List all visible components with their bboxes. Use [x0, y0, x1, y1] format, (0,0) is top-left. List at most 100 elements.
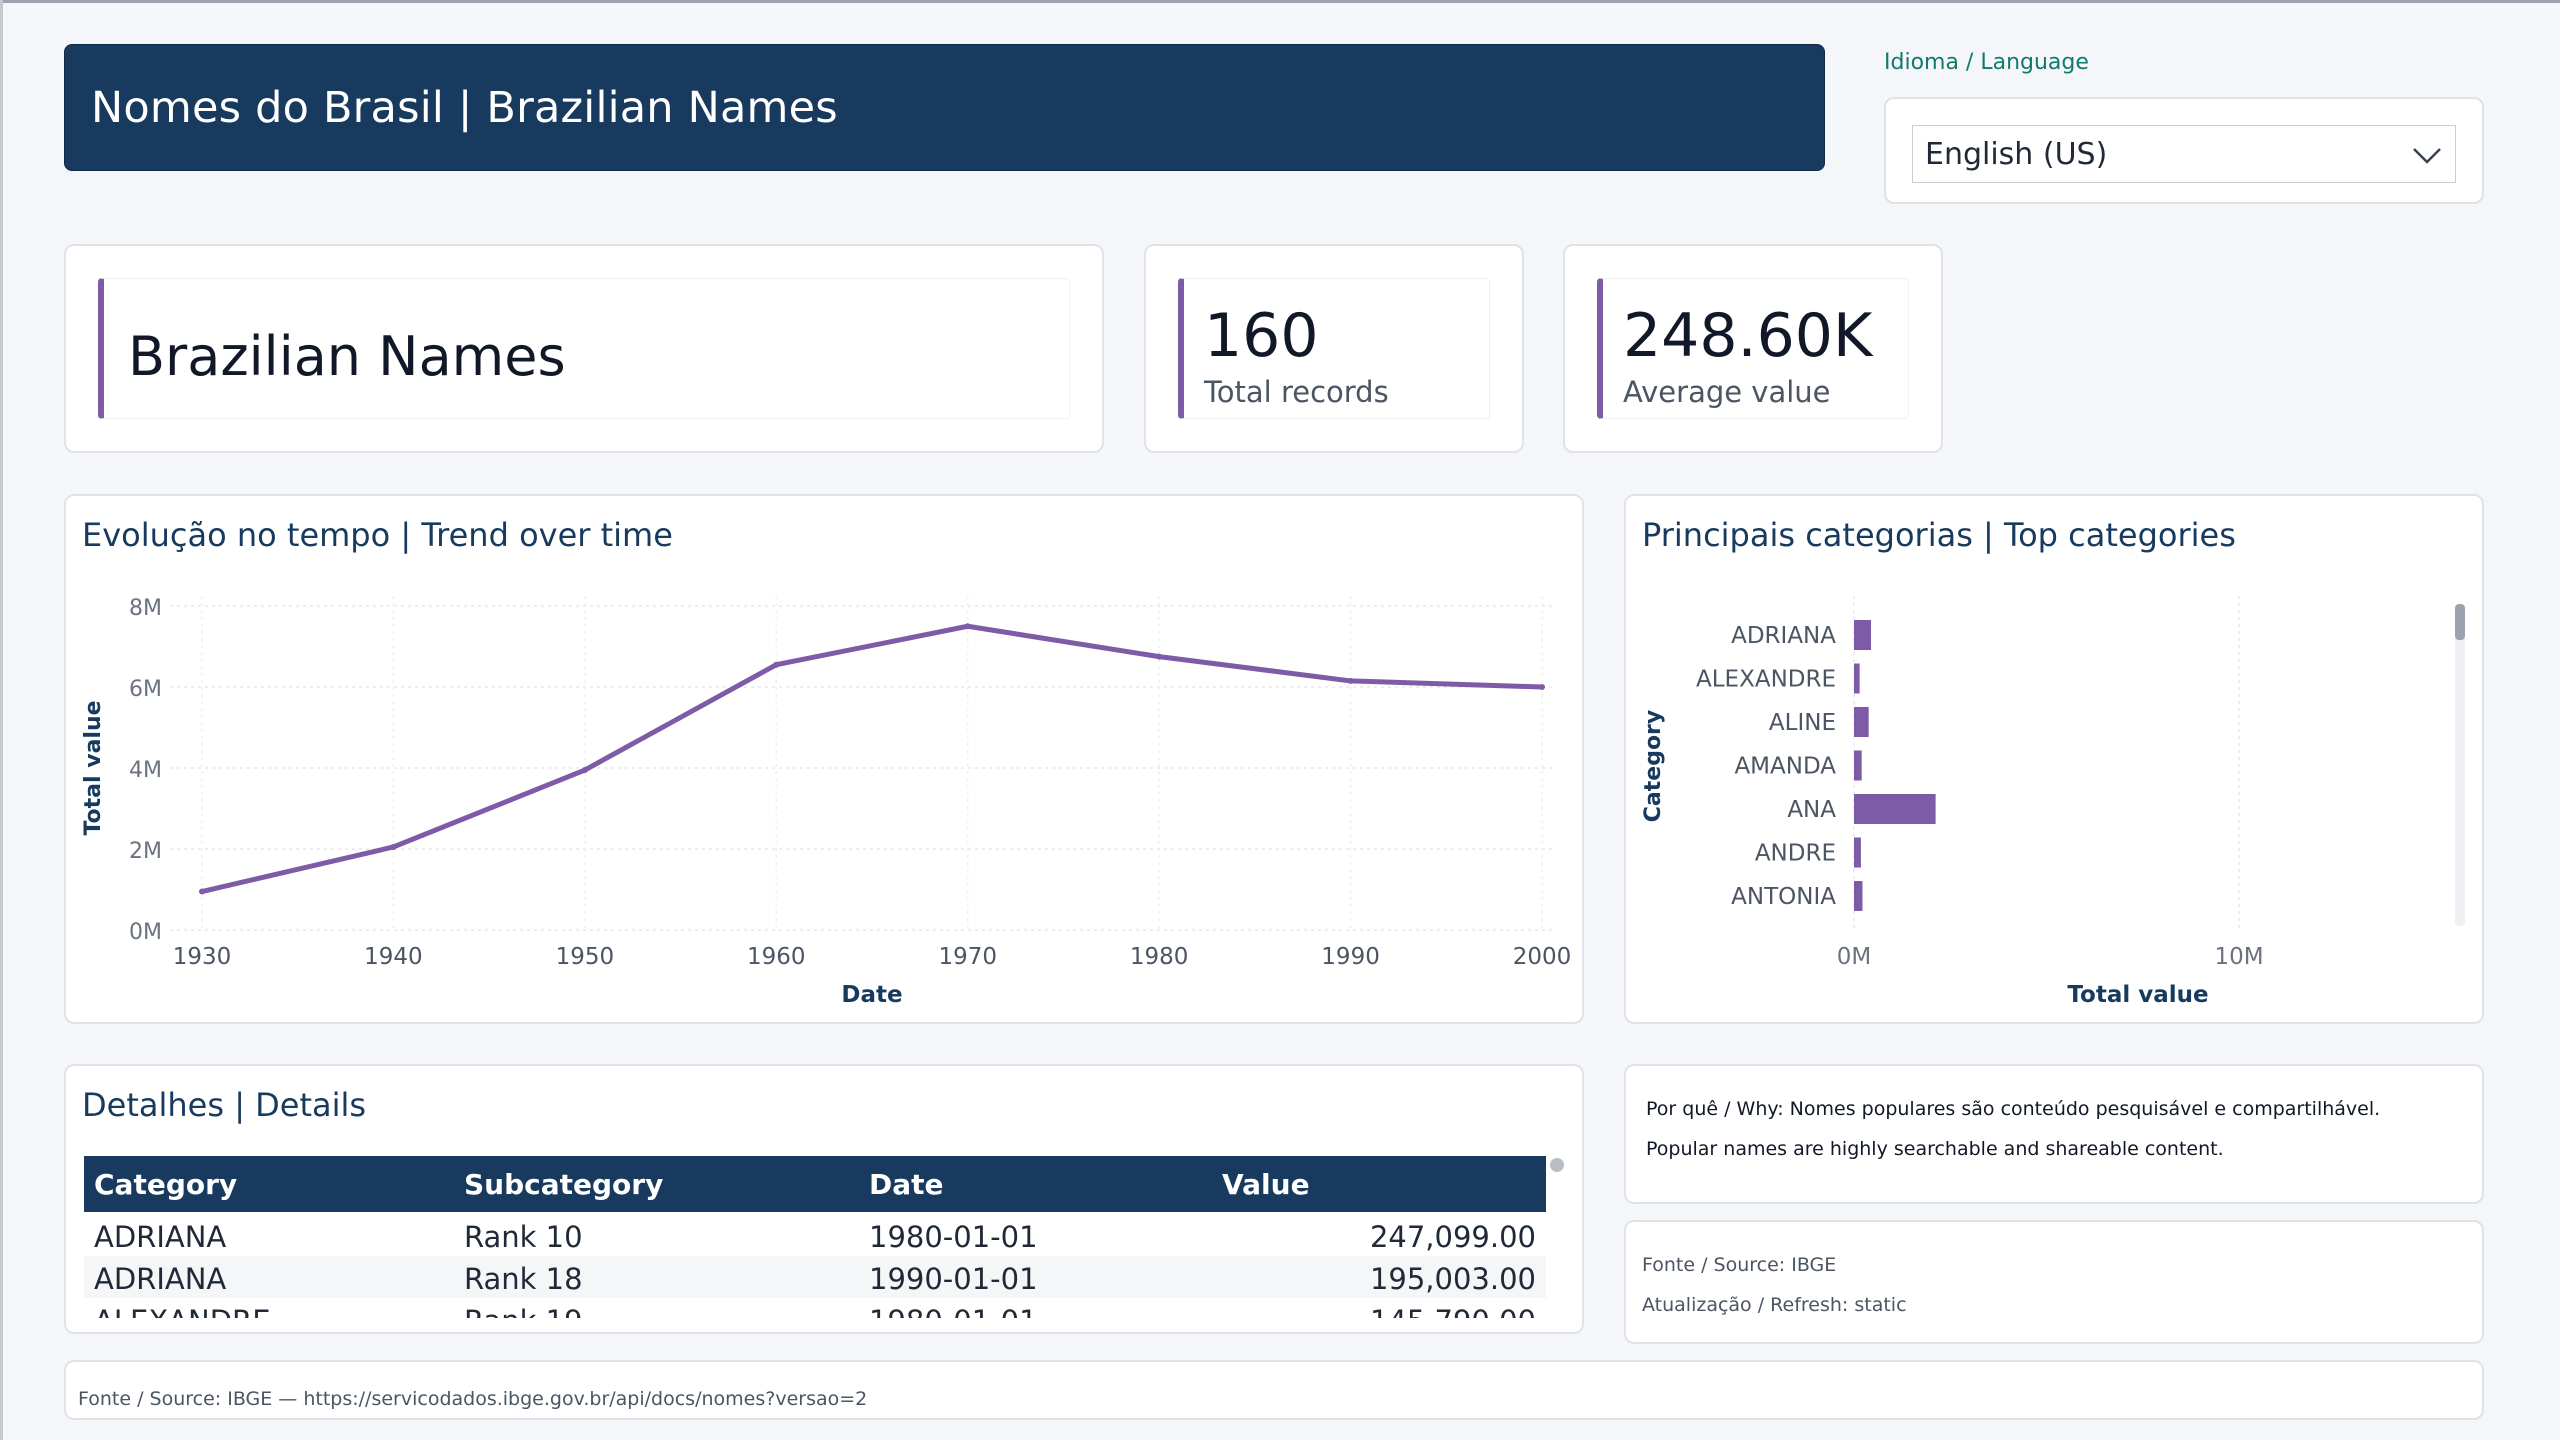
report-title: Nomes do Brasil | Brazilian Names [91, 82, 838, 133]
trend-data-point [581, 767, 588, 774]
table-scrollbar[interactable] [1550, 1158, 1564, 1172]
cell-subcategory: Rank 19 [464, 1304, 583, 1318]
category-scrollbar-track [2455, 604, 2465, 926]
category-scrollbar-thumb [2455, 604, 2465, 640]
cell-value: 195,003.00 [1369, 1262, 1536, 1296]
table-row[interactable]: ADRIANA Rank 10 1980-01-01 247,099.00 [84, 1214, 1546, 1256]
column-header-subcategory[interactable]: Subcategory [464, 1168, 664, 1201]
cell-value: 247,099.00 [1369, 1220, 1536, 1254]
kpi-title-inner: Brazilian Names [98, 278, 1070, 419]
x-tick-label: 1930 [173, 944, 232, 970]
window-left-border [0, 0, 3, 1440]
x-tick-label: 1940 [364, 944, 423, 970]
report-header: Nomes do Brasil | Brazilian Names [64, 44, 1825, 171]
trend-chart-title: Evolução no tempo | Trend over time [82, 516, 673, 554]
y-axis-title: Total value [81, 700, 106, 835]
details-table-title: Detalhes | Details [82, 1086, 367, 1124]
kpi-average-inner: 248.60K Average value [1597, 278, 1909, 419]
chevron-down-icon [2413, 148, 2441, 164]
column-header-date[interactable]: Date [869, 1168, 944, 1201]
category-label: ADRIANA [1731, 623, 1836, 649]
y-tick-label: 8M [129, 596, 162, 621]
y-tick-label: 4M [129, 758, 162, 783]
category-label: ANA [1787, 797, 1836, 823]
cell-subcategory: Rank 10 [464, 1220, 583, 1254]
language-label: Idioma / Language [1884, 50, 2089, 75]
cell-date: 1980-01-01 [869, 1220, 1038, 1254]
trend-chart-card: Evolução no tempo | Trend over time 0M 2M… [64, 494, 1584, 1024]
cell-date: 1990-01-01 [869, 1262, 1038, 1296]
language-selected-value: English (US) [1925, 136, 2108, 172]
source-text: Fonte / Source: IBGE [1642, 1254, 1837, 1276]
footer-card: Fonte / Source: IBGE — https://servicoda… [64, 1360, 2484, 1420]
category-bar [1854, 837, 1861, 868]
x-tick-label: 1950 [556, 944, 615, 970]
x-tick-label: 2000 [1513, 944, 1572, 970]
trend-data-point [199, 888, 205, 895]
category-bar [1854, 620, 1872, 650]
trend-series-line [201, 623, 1543, 894]
why-note-card: Por quê / Why: Nomes populares são conte… [1624, 1064, 2484, 1204]
x-tick-label: 10M [2214, 944, 2263, 970]
x-tick-label: 1980 [1130, 944, 1189, 970]
trend-data-point [390, 843, 397, 850]
category-chart-title: Principais categorias | Top categories [1642, 516, 2236, 554]
footer-source-text: Fonte / Source: IBGE — https://servicoda… [78, 1388, 868, 1410]
category-label: AMANDA [1734, 754, 1836, 780]
cell-subcategory: Rank 18 [464, 1262, 583, 1296]
trend-data-point [964, 623, 971, 630]
kpi-average-card: 248.60K Average value [1563, 244, 1943, 453]
x-axis-title: Total value [2067, 982, 2208, 1008]
cell-value: 145,790.00 [1370, 1304, 1536, 1318]
kpi-title: Brazilian Names [128, 325, 566, 388]
category-bar [1854, 663, 1860, 694]
category-bar [1854, 707, 1869, 737]
y-tick-label: 6M [129, 677, 162, 702]
x-tick-label: 1990 [1321, 944, 1380, 970]
y-tick-label: 0M [129, 920, 162, 945]
kpi-records-card: 160 Total records [1144, 244, 1524, 453]
refresh-text: Atualização / Refresh: static [1642, 1294, 1907, 1316]
source-info-card: Fonte / Source: IBGE Atualização / Refre… [1624, 1220, 2484, 1344]
table-row[interactable]: ADRIANA Rank 18 1990-01-01 195,003.00 [84, 1256, 1546, 1298]
trend-data-point [1347, 677, 1354, 684]
why-note-line-1: Por quê / Why: Nomes populares são conte… [1646, 1098, 2381, 1120]
cell-date: 1980-01-01 [869, 1304, 1038, 1318]
column-header-category[interactable]: Category [94, 1168, 238, 1201]
x-tick-label: 1960 [747, 944, 806, 970]
x-tick-label: 0M [1837, 944, 1871, 970]
y-axis-title: Category [1641, 710, 1666, 822]
why-note-line-2: Popular names are highly searchable and … [1646, 1138, 2224, 1160]
cell-category: ADRIANA [94, 1220, 227, 1254]
x-axis-title: Date [841, 982, 902, 1008]
category-chart-card: Principais categorias | Top categories 0… [1624, 494, 2484, 1024]
category-label: ALEXANDRE [1696, 667, 1836, 693]
trend-data-point [773, 661, 780, 668]
column-header-value[interactable]: Value [1222, 1168, 1310, 1201]
x-tick-label: 1970 [938, 944, 997, 970]
details-table-viewport[interactable]: Category Subcategory Date Value ADRIANA … [66, 1066, 1646, 1318]
details-table-card: Detalhes | Details Category Subcategory … [64, 1064, 1584, 1334]
trend-data-point [1156, 653, 1163, 660]
trend-line-chart[interactable]: 0M 2M 4M 6M 8M 1930 1940 1950 1960 1970 1980 1990 20… [66, 496, 1582, 1022]
window-top-border [0, 0, 2560, 3]
category-label: ALINE [1769, 710, 1836, 736]
category-bar [1854, 881, 1863, 911]
category-bar [1854, 750, 1862, 781]
table-header-row: Category Subcategory Date Value [84, 1156, 1546, 1212]
category-bar [1854, 794, 1936, 824]
kpi-records-label: Total records [1204, 375, 1389, 409]
kpi-title-card: Brazilian Names [64, 244, 1104, 453]
language-dropdown[interactable]: English (US) [1912, 125, 2456, 183]
y-tick-label: 2M [129, 839, 162, 864]
category-label: ANDRE [1755, 841, 1836, 867]
cell-category: ALEXANDRE [94, 1304, 271, 1318]
trend-data-point [1539, 684, 1545, 690]
language-slicer: English (US) [1884, 97, 2484, 204]
kpi-average-label: Average value [1623, 375, 1831, 409]
kpi-records-value: 160 [1204, 301, 1319, 371]
category-label: ANTONIA [1731, 884, 1836, 910]
kpi-average-value: 248.60K [1623, 301, 1873, 371]
table-row[interactable]: ALEXANDRE Rank 19 1980-01-01 145,790.00 [84, 1298, 1546, 1318]
